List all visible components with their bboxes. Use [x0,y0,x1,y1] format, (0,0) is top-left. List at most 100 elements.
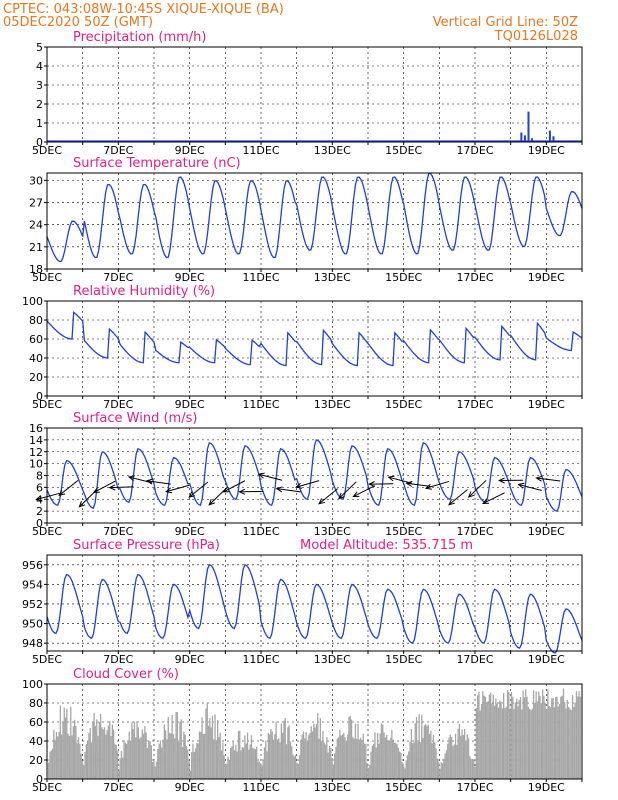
wind-arrow [353,485,376,497]
wind-arrowhead [467,491,475,498]
cloud-bar [406,755,409,779]
cloud-bar [370,751,372,779]
cloud-bar [58,732,60,779]
wind-arrow [482,492,505,504]
cloud-bar [422,737,424,779]
wind-arrowhead [145,478,153,485]
cloud-bar [120,751,123,779]
cloud-bar [89,727,91,779]
wind-arrow [406,482,431,487]
cloud-bar [516,698,518,779]
wind-arrowhead [108,484,116,491]
wind-arrow [188,481,209,498]
cloud-bar [204,733,206,779]
cloud-bar [414,723,416,779]
cloud-bar [458,723,461,779]
cloud-bar [135,737,137,779]
cloud-bar [171,715,173,779]
cloud-bar [499,700,501,779]
x-tick-label: 5DEC [32,271,62,284]
cloud-bar [366,763,368,779]
cloud-bar [252,747,254,779]
cloud-bar [473,760,475,779]
cloud-bar [519,696,522,779]
x-tick-label: 5DEC [32,525,62,538]
cloud-bar [375,747,377,779]
panel-3: 0 20 40 60 80 100 5DEC 7DEC 9DEC 11DEC 13DEC 15DEC 1… [22,284,583,411]
cloud-bar [75,725,77,779]
cloud-bar [106,729,108,779]
cloud-bar [387,740,389,779]
cloud-bar [526,696,528,779]
cloud-bar [357,723,359,779]
wind-arrow [518,483,542,491]
cloud-bar [194,748,197,779]
cloud-bar [503,693,505,779]
cloud-bar [231,746,233,779]
cloud-bar [79,743,81,779]
cloud-bar [343,733,345,779]
x-tick-label: 15DEC [385,271,422,284]
cloud-bar [315,723,318,779]
cloud-bar [159,740,162,779]
cloud-bar [344,737,346,779]
y-tick-label: 0 [36,136,43,149]
cloud-bar [510,692,513,779]
cloud-bar [129,740,132,779]
cloud-bar [287,727,289,779]
cloud-bar [298,755,301,779]
cloud-bar [341,734,344,779]
cloud-bar [540,703,542,779]
wind-arrow [318,488,338,505]
cloud-bar [335,746,337,779]
cloud-bar [84,751,86,779]
cloud-bar [334,753,336,779]
cloud-bar [127,741,129,779]
cloud-bar [279,742,281,779]
cloud-bar [565,708,567,779]
cloud-bar [467,738,470,779]
cloud-bar [349,716,351,779]
x-tick-label: 7DEC [103,144,133,157]
x-tick-label: 11DEC [242,271,279,284]
cloud-bar [441,763,444,779]
cloud-bar [340,735,342,779]
cloud-bar [402,763,405,779]
wind-arrow [36,492,60,501]
cloud-bar [514,702,516,779]
cloud-bar [410,728,412,779]
y-tick-label: 0 [36,390,43,403]
cloud-bar [210,727,212,779]
cloud-bar [560,696,562,779]
cloud-bar [189,770,191,779]
cloud-bar [285,744,288,779]
cloud-bar [53,729,55,779]
cloud-bar [547,689,549,779]
wind-arrowhead [387,475,395,482]
cloud-bar [254,749,256,779]
precip-bar [527,111,530,142]
cloud-bar [378,743,380,779]
cloud-bar [278,738,280,779]
y-tick-label: 3 [36,79,43,92]
cloud-bar [157,749,159,779]
cloud-bar [197,743,199,779]
wind-arrow [338,481,357,499]
y-tick-label: 40 [29,352,43,365]
cloud-bar [206,703,208,779]
precip-bar [520,132,523,142]
cloud-bar [491,703,493,779]
wind-arrow [536,477,561,482]
cloud-bar [396,744,398,779]
x-tick-label: 11DEC [242,525,279,538]
precip-bar [552,136,555,142]
wind-arrow [448,489,468,506]
wind-arrowhead [498,477,505,484]
panel-title: Relative Humidity (%) [73,284,215,299]
cloud-bar [464,729,466,779]
cloud-bar [284,717,286,779]
cloud-bar [96,719,98,779]
panel-6: 0 20 40 60 80 100 5DEC 7DEC 9DEC 11DEC 13DEC 15DEC 1… [22,667,583,794]
cloud-bar [330,748,332,779]
cloud-bar [427,724,429,779]
